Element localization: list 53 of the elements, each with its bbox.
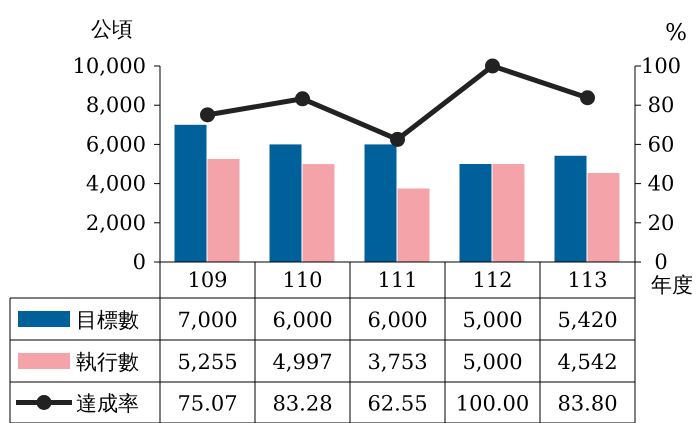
point <box>390 132 405 147</box>
y2tick: 80 <box>648 93 674 118</box>
xtick: 109 <box>187 268 228 292</box>
legend-label: 目標數 <box>76 308 139 332</box>
value-label: 83.80 <box>557 392 618 416</box>
value-label: 75.07 <box>177 392 238 416</box>
xtick: 113 <box>567 268 608 292</box>
value-label: 5,000 <box>462 350 523 374</box>
value-label: 100.00 <box>456 392 530 416</box>
bar <box>364 144 396 262</box>
point <box>200 107 215 122</box>
value-label: 5,000 <box>462 308 523 332</box>
xlabel: 年度 <box>651 273 693 297</box>
point <box>580 90 595 106</box>
bar <box>174 124 206 262</box>
value-label: 6,000 <box>367 308 428 332</box>
point <box>485 58 500 74</box>
value-label: 3,753 <box>367 350 428 374</box>
bar <box>588 172 620 262</box>
bar <box>398 188 430 262</box>
bar <box>492 164 524 262</box>
y2tick: 60 <box>648 132 674 156</box>
ytick: 10,000 <box>72 54 146 78</box>
bar <box>270 144 302 262</box>
y2tick: 20 <box>648 210 674 235</box>
value-label: 83.28 <box>272 392 333 416</box>
ytick: 0 <box>132 250 146 274</box>
bar <box>208 159 240 262</box>
point <box>295 91 310 106</box>
value-label: 6,000 <box>272 308 333 332</box>
legend-label: 執行數 <box>76 350 139 374</box>
bar <box>460 164 492 262</box>
value-label: 7,000 <box>177 308 238 332</box>
y2tick: 100 <box>640 54 682 78</box>
y2label: % <box>665 20 687 46</box>
ytick: 8,000 <box>86 93 146 118</box>
bar <box>554 156 586 262</box>
value-label: 4,542 <box>557 350 618 374</box>
value-label: 4,997 <box>272 350 333 374</box>
ytick: 4,000 <box>86 172 146 196</box>
xtick: 110 <box>282 268 323 292</box>
value-label: 5,420 <box>557 308 618 332</box>
xtick: 111 <box>377 268 418 292</box>
legend-label: 達成率 <box>76 392 139 416</box>
y2tick: 0 <box>654 250 668 274</box>
y2tick: 40 <box>648 172 674 196</box>
xtick: 112 <box>472 268 513 292</box>
ytick: 2,000 <box>86 210 146 235</box>
bar <box>302 164 334 262</box>
value-label: 5,255 <box>177 350 238 374</box>
ylabel: 公頃 <box>91 17 133 41</box>
value-label: 62.55 <box>367 392 428 416</box>
ytick: 6,000 <box>86 132 146 156</box>
